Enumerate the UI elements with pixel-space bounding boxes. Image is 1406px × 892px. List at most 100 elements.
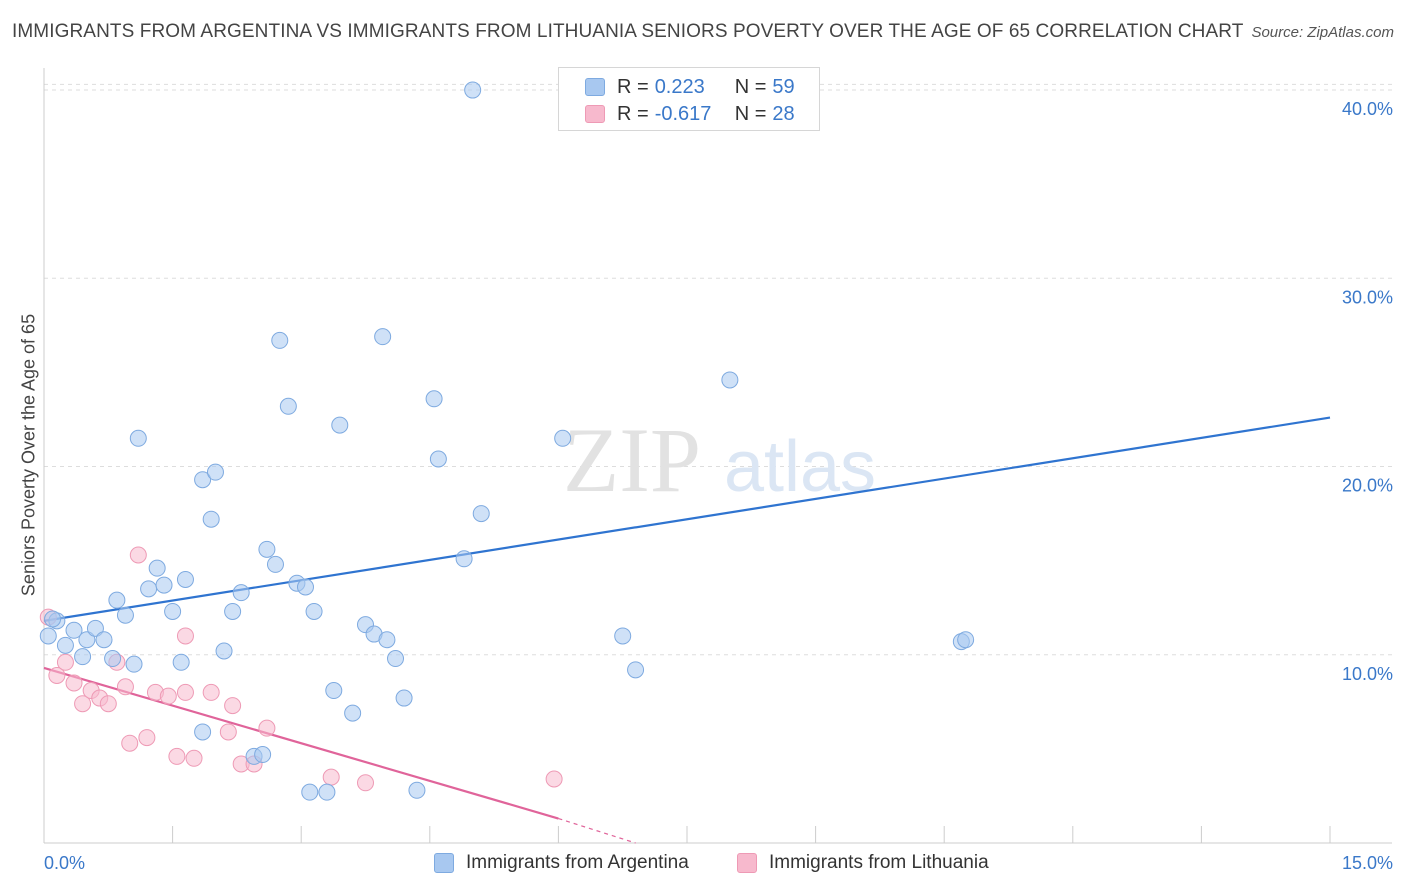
argentina-point (194, 471, 212, 489)
stats-legend: R = 0.223 N = 59 R = -0.617 N = 28 (558, 67, 820, 131)
argentina-point (296, 578, 314, 596)
x-tick-label: 15.0% (1342, 853, 1393, 873)
argentina-point (374, 328, 392, 346)
lithuania-point (99, 695, 117, 713)
lithuania-swatch (585, 105, 605, 123)
argentina-point (140, 580, 158, 598)
argentina-point (429, 450, 447, 468)
argentina-point (104, 650, 122, 668)
lithuania-point (65, 674, 83, 692)
lithuania-point (56, 653, 74, 671)
lithuania-point (219, 723, 237, 741)
axes (43, 68, 1392, 844)
stats-row-lithuania: R = -0.617 N = 28 (585, 102, 795, 126)
argentina-point (395, 689, 413, 707)
stats-row-argentina: R = 0.223 N = 59 (585, 75, 795, 99)
argentina-point (378, 631, 396, 649)
trend-line-lithuania-extension (558, 817, 636, 844)
gridlines (44, 83, 1392, 656)
argentina-point (331, 416, 349, 434)
argentina-legend-swatch (434, 853, 454, 873)
y-tick-label: 30.0% (1342, 287, 1393, 307)
r-label: R = (617, 102, 649, 125)
y-axis-label: Seniors Poverty Over the Age of 65 (18, 313, 39, 597)
argentina-point (39, 627, 57, 645)
argentina-point (78, 631, 96, 649)
argentina-point (627, 661, 645, 679)
lithuania-point (116, 678, 134, 696)
tick-labels: 10.0% 20.0% 30.0% 40.0% 0.0% 15.0% (44, 99, 1393, 873)
series-legend: Immigrants from Argentina Immigrants fro… (0, 852, 1406, 878)
argentina-point (95, 631, 113, 649)
argentina-point (155, 576, 173, 594)
argentina-point (325, 682, 343, 700)
argentina-point (125, 655, 143, 673)
x-tick-label: 0.0% (44, 853, 85, 873)
lithuania-point (258, 719, 276, 737)
y-tick-label: 40.0% (1342, 99, 1393, 119)
lithuania-point (202, 683, 220, 701)
argentina-point (258, 540, 276, 558)
argentina-point (129, 429, 147, 447)
argentina-point (176, 570, 194, 588)
argentina-point (148, 559, 166, 577)
argentina-point (318, 783, 336, 801)
argentina-point (271, 331, 289, 349)
y-tick-label: 20.0% (1342, 476, 1393, 496)
argentina-point (206, 463, 224, 481)
argentina-point (172, 653, 190, 671)
argentina-point (472, 505, 490, 523)
argentina-point (344, 704, 362, 722)
argentina-point (164, 602, 182, 620)
lithuania-point (138, 729, 156, 747)
argentina-point (215, 642, 233, 660)
trend-line-argentina (43, 416, 1331, 622)
argentina-point (387, 650, 405, 668)
argentina-point (957, 631, 975, 649)
argentina-point (202, 510, 220, 528)
lithuania-point (121, 734, 139, 752)
lithuania-point (185, 749, 203, 767)
argentina-point (224, 602, 242, 620)
argentina-point (266, 555, 284, 573)
lithuania-point (357, 774, 374, 792)
legend-label-argentina: Immigrants from Argentina (466, 852, 689, 873)
argentina-point (254, 746, 272, 764)
argentina-point (86, 619, 104, 637)
chart-title: IMMIGRANTS FROM ARGENTINA VS IMMIGRANTS … (12, 21, 1244, 42)
legend-label-lithuania: Immigrants from Lithuania (769, 852, 989, 873)
n-label: N = (734, 102, 767, 125)
n-value: 28 (772, 102, 795, 125)
y-tick-label: 10.0% (1342, 664, 1393, 684)
argentina-point (301, 783, 319, 801)
lithuania-point (322, 768, 340, 786)
argentina-point (108, 591, 126, 609)
lithuania-point (224, 697, 242, 715)
argentina-point (464, 81, 482, 99)
data-points (39, 81, 975, 801)
argentina-point (455, 550, 473, 568)
argentina-point (279, 397, 297, 415)
lithuania-point (129, 546, 147, 564)
argentina-point (721, 371, 739, 389)
argentina-point (74, 648, 92, 666)
lithuania-point (168, 747, 186, 765)
lithuania-legend-swatch (737, 853, 757, 873)
source-label: Source: ZipAtlas.com (1251, 24, 1394, 41)
argentina-point (614, 627, 632, 645)
legend-item-lithuania: Immigrants from Lithuania (737, 852, 989, 874)
legend-item-argentina: Immigrants from Argentina (434, 852, 689, 874)
r-value: 0.223 (654, 75, 705, 98)
watermark-atlas: atlas (724, 427, 876, 507)
argentina-point (44, 610, 62, 628)
argentina-point (305, 602, 323, 620)
r-label: R = (617, 75, 649, 98)
argentina-point (194, 723, 212, 741)
lithuania-point (176, 627, 194, 645)
argentina-point (56, 636, 74, 654)
n-label: N = (734, 75, 767, 98)
lithuania-point (176, 683, 194, 701)
argentina-point (425, 390, 443, 408)
argentina-point (116, 606, 134, 624)
